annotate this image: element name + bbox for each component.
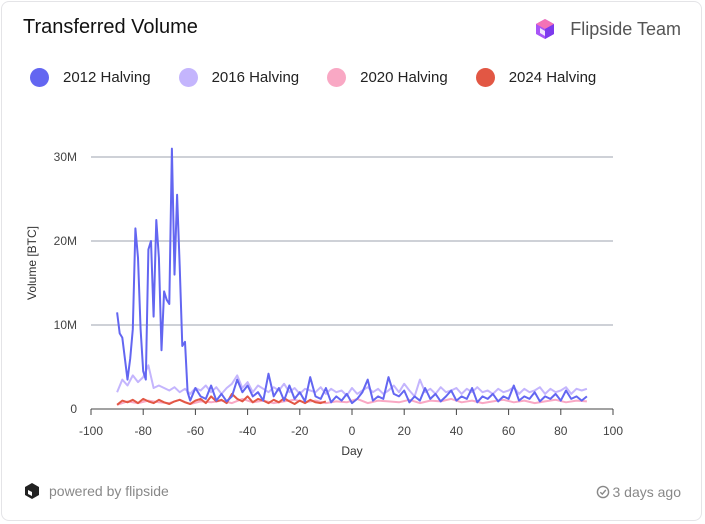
brand[interactable]: Flipside Team bbox=[534, 18, 681, 40]
legend-swatch bbox=[178, 68, 198, 87]
refresh-check-icon bbox=[596, 485, 609, 499]
legend-item-2020[interactable]: 2020 Halving bbox=[327, 68, 448, 87]
series-line-2020-halving bbox=[116, 397, 587, 406]
powered-by-label: powered by flipside bbox=[49, 483, 169, 499]
x-tick-label: 80 bbox=[554, 424, 568, 438]
last-updated-label: 3 days ago bbox=[612, 484, 682, 500]
x-tick-label: 40 bbox=[450, 424, 464, 438]
flipside-logo-icon bbox=[25, 483, 39, 499]
flipside-team-logo-icon bbox=[536, 19, 555, 39]
x-tick-label: -40 bbox=[239, 424, 257, 438]
x-tick-label: 20 bbox=[398, 424, 412, 438]
x-tick-label: 100 bbox=[603, 424, 623, 438]
legend-label: 2020 Halving bbox=[360, 69, 448, 86]
legend-item-2024[interactable]: 2024 Halving bbox=[475, 68, 597, 87]
x-tick-label: -100 bbox=[79, 424, 103, 438]
y-tick-label: 20M bbox=[54, 234, 77, 248]
y-tick-label: 30M bbox=[54, 150, 77, 164]
legend-label: 2012 Halving bbox=[63, 69, 151, 86]
series-line-2012-halving bbox=[116, 147, 588, 405]
x-tick-label: 60 bbox=[502, 424, 516, 438]
legend-item-2016[interactable]: 2016 Halving bbox=[178, 68, 300, 87]
last-updated: 3 days ago bbox=[596, 484, 682, 500]
legend-swatch bbox=[30, 68, 49, 87]
legend-swatch bbox=[327, 68, 347, 87]
y-tick-label: 0 bbox=[70, 402, 77, 416]
brand-label: Flipside Team bbox=[570, 18, 681, 39]
card-title: Transferred Volume bbox=[23, 16, 198, 38]
legend-label: 2016 Halving bbox=[211, 69, 300, 86]
legend-swatch bbox=[475, 68, 495, 87]
x-tick-label: -20 bbox=[291, 424, 309, 438]
x-tick-label: -80 bbox=[135, 424, 153, 438]
y-tick-label: 10M bbox=[54, 318, 77, 332]
powered-by[interactable]: powered by flipside bbox=[23, 482, 169, 500]
chart-legend: 2012 Halving 2016 Halving 2020 Halving 2… bbox=[30, 68, 596, 87]
x-tick-label: 0 bbox=[349, 424, 356, 438]
legend-item-2012[interactable]: 2012 Halving bbox=[30, 68, 151, 87]
x-tick-label: -60 bbox=[187, 424, 205, 438]
x-axis-label: Day bbox=[341, 444, 362, 458]
y-axis-label: Volume [BTC] bbox=[25, 226, 39, 300]
series-line-2024-halving bbox=[116, 392, 327, 406]
legend-label: 2024 Halving bbox=[508, 69, 597, 86]
